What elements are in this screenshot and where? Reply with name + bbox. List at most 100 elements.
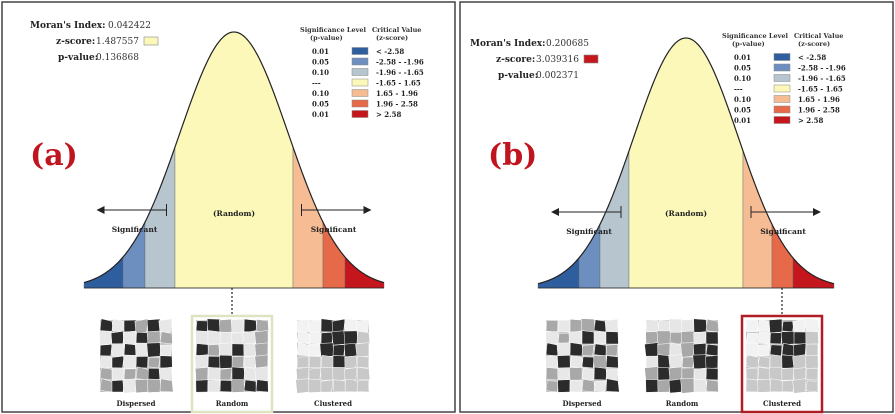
moran-index-value: 0.042422 [108, 21, 151, 31]
legend-crit-heading: Critical Value [794, 32, 843, 40]
random-region [628, 37, 744, 289]
significant-left-label: Significant [112, 225, 158, 234]
legend-p-value: 0.10 [312, 68, 329, 77]
legend-p-value: 0.05 [312, 100, 329, 109]
panel-b-border [459, 1, 894, 413]
legend-z-range: -1.96 - -1.65 [798, 74, 846, 83]
panel-b: Moran's Index: 0.200685 z-score: 3.03931… [459, 1, 894, 414]
legend-p-value: 0.01 [312, 110, 329, 119]
legend-crit-heading: Critical Value [372, 26, 421, 34]
z-score-value: 1.487557 [96, 37, 139, 47]
legend-z-range: 1.96 - 2.58 [376, 100, 418, 109]
legend-p-value: --- [734, 85, 743, 94]
legend: Significance Level(p-value) Critical Valu… [300, 26, 424, 119]
thumb-random [644, 318, 719, 394]
thumb-caption-random: Random [666, 399, 699, 408]
legend-sig-subheading: (p-value) [732, 40, 765, 48]
moran-index-value: 0.200685 [546, 39, 589, 49]
z-score-swatch [583, 54, 599, 64]
legend-sig-heading: Significance Level [300, 26, 366, 34]
legend-swatch [351, 47, 369, 55]
legend-p-value: --- [312, 79, 321, 88]
panel-letter: (b) [488, 138, 537, 173]
thumb-dispersed [99, 318, 174, 394]
legend-z-range: > 2.58 [798, 116, 823, 125]
legend-swatch [351, 99, 369, 108]
thumb-caption-dispersed: Dispersed [117, 399, 156, 408]
legend-z-range: -2.58 - -1.96 [376, 58, 424, 67]
legend-p-value: 0.05 [734, 106, 751, 115]
tail-clustered-010 [742, 150, 773, 289]
bell-curve: (Random) Significant Significant [83, 31, 385, 289]
z-score-value: 3.039316 [536, 55, 579, 65]
legend-z-range: -1.65 - 1.65 [376, 79, 421, 88]
significant-left-arrowhead [96, 206, 105, 214]
pattern-thumbnails: Dispersed Random Clustered [99, 288, 371, 414]
random-label: (Random) [665, 209, 707, 218]
legend-z-range: 1.65 - 1.96 [376, 89, 418, 98]
thumb-caption-dispersed: Dispersed [563, 399, 602, 408]
legend-z-range: < -2.58 [376, 47, 404, 56]
significant-right-arrowhead [363, 206, 372, 214]
legend-p-value: 0.01 [312, 47, 329, 56]
p-value-value: 0.136868 [96, 53, 139, 63]
random-label: (Random) [213, 209, 255, 218]
legend-p-value: 0.10 [734, 95, 751, 104]
tail-dispersed-010 [144, 147, 176, 289]
legend-swatch [351, 57, 369, 66]
legend-sig-heading: Significance Level [722, 32, 788, 40]
thumb-clustered [744, 318, 820, 394]
thumb-caption-random: Random [216, 399, 249, 408]
panel-a: Moran's Index: 0.042422 z-score: 1.48755… [1, 1, 456, 414]
legend-crit-subheading: (z-score) [798, 40, 830, 48]
moran-index-label: Moran's Index: [30, 21, 106, 31]
thumb-caption-clustered: Clustered [314, 399, 352, 408]
curve-outline [537, 37, 835, 285]
legend-swatch [773, 95, 791, 103]
legend-swatch [773, 116, 791, 124]
legend-z-range: 1.65 - 1.96 [798, 95, 840, 104]
p-value-label: p-value: [58, 53, 98, 63]
significant-right-arrowhead [813, 208, 821, 216]
legend-sig-subheading: (p-value) [310, 34, 343, 42]
legend-p-value: 0.05 [312, 58, 329, 67]
legend-swatch [351, 89, 369, 97]
z-score-swatch [143, 36, 159, 46]
bell-curve: (Random) Significant Significant [537, 37, 835, 289]
significant-left-label: Significant [566, 227, 612, 236]
legend-swatch [773, 63, 791, 72]
significant-right-label: Significant [311, 225, 357, 234]
legend-z-range: > 2.58 [376, 110, 401, 119]
tail-dispersed-001 [83, 256, 124, 289]
legend-crit-subheading: (z-score) [376, 34, 408, 42]
tail-clustered-010 [292, 147, 324, 289]
legend-swatch [773, 53, 791, 61]
panel-letter: (a) [30, 138, 78, 173]
pattern-thumbnails: Dispersed Random Clustered [545, 288, 824, 414]
significant-right-label: Significant [760, 227, 806, 236]
thumb-random [194, 318, 269, 393]
z-score-label: z-score: [496, 55, 535, 65]
legend-swatch [773, 74, 791, 82]
legend-swatch [351, 78, 369, 87]
legend-p-value: 0.01 [734, 116, 751, 125]
p-value-value: 0.002371 [536, 71, 579, 81]
legend-z-range: -1.96 - -1.65 [376, 68, 424, 77]
legend-swatch [351, 110, 369, 118]
tail-dispersed-001 [537, 257, 580, 289]
legend: Significance Level(p-value) Critical Valu… [722, 32, 846, 125]
legend-p-value: 0.01 [734, 53, 751, 62]
legend-z-range: -1.65 - 1.65 [798, 85, 843, 94]
legend-swatch [773, 105, 791, 114]
curve-outline [83, 31, 385, 284]
moran-index-label: Moran's Index: [470, 39, 546, 49]
random-region [174, 31, 294, 289]
tail-dispersed-010 [599, 150, 630, 289]
significant-left-arrowhead [551, 208, 559, 216]
legend-p-value: 0.10 [312, 89, 329, 98]
legend-z-range: 1.96 - 2.58 [798, 106, 840, 115]
thumb-caption-clustered: Clustered [763, 399, 801, 408]
legend-p-value: 0.05 [734, 64, 751, 73]
